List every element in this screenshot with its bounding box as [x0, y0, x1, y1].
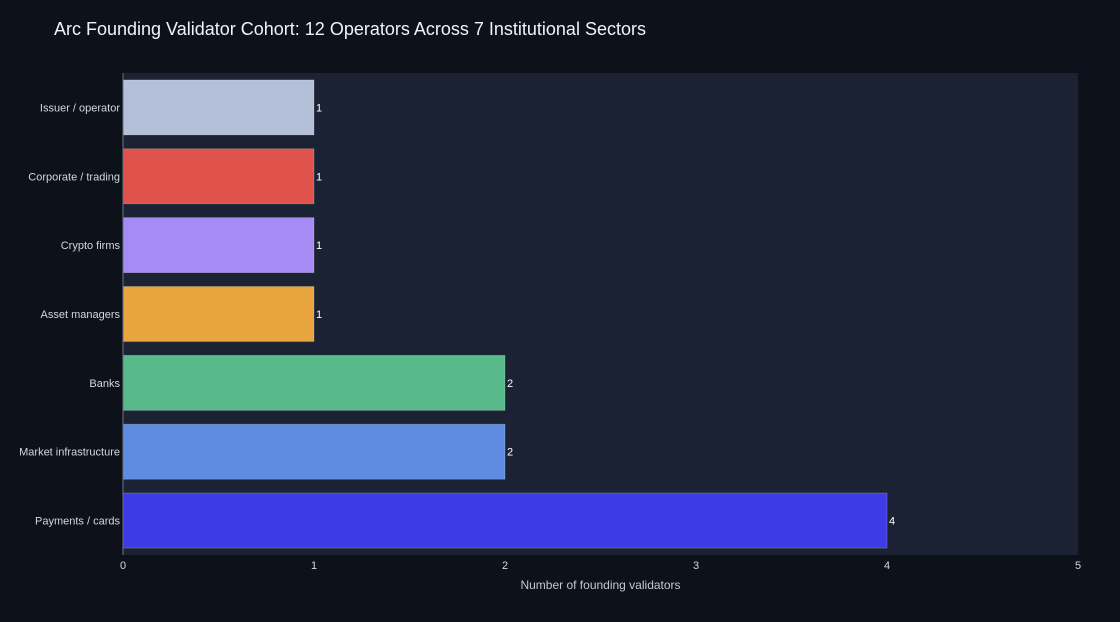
x-tick-label: 5: [1075, 560, 1081, 572]
category-label: Banks: [89, 378, 120, 390]
data-label: 1: [316, 171, 322, 183]
x-tick-label: 1: [311, 560, 317, 572]
category-label: Crypto firms: [61, 240, 121, 252]
data-label: 1: [316, 240, 322, 252]
x-tick-label: 3: [693, 560, 699, 572]
x-tick-label: 0: [120, 560, 126, 572]
category-label: Issuer / operator: [40, 102, 120, 114]
category-label: Market infrastructure: [19, 447, 120, 459]
bar-issuer-operator: [122, 79, 315, 136]
category-label: Asset managers: [41, 309, 121, 321]
x-tick-label: 2: [502, 560, 508, 572]
bar-payments-cards: [122, 492, 888, 549]
data-label: 1: [316, 102, 322, 114]
bar-banks: [122, 354, 506, 411]
x-axis-ticks: 0 1 2 3 4 5: [120, 560, 1081, 572]
data-label: 2: [507, 447, 513, 459]
category-label: Corporate / trading: [28, 171, 120, 183]
category-label: Payments / cards: [35, 516, 120, 528]
bar-market-infrastructure: [122, 423, 506, 480]
bars-layer: [122, 79, 888, 549]
x-tick-label: 4: [884, 560, 890, 572]
category-labels: Issuer / operator Corporate / trading Cryp…: [19, 102, 120, 527]
data-labels: 1 1 1 1 2 2 4: [316, 102, 895, 527]
data-label: 4: [889, 516, 895, 528]
bar-crypto-firms: [122, 217, 315, 274]
x-axis-title: Number of founding validators: [520, 578, 680, 592]
bar-asset-managers: [122, 286, 315, 342]
chart-title: Arc Founding Validator Cohort: 12 Operat…: [54, 19, 646, 39]
bar-corporate-trading: [122, 148, 315, 205]
data-label: 1: [316, 309, 322, 321]
data-label: 2: [507, 378, 513, 390]
